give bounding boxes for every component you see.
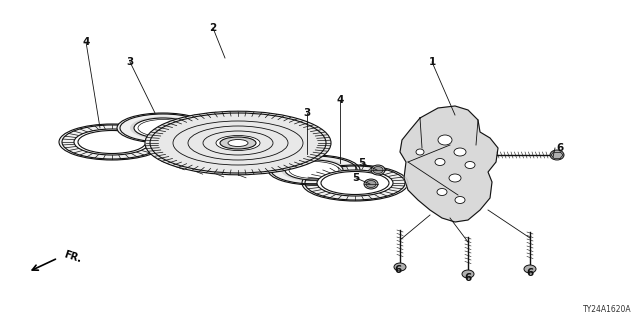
Text: 4: 4	[83, 37, 90, 47]
Ellipse shape	[74, 129, 150, 155]
Text: FR.: FR.	[63, 250, 83, 265]
Ellipse shape	[268, 155, 360, 185]
Ellipse shape	[550, 150, 564, 160]
Ellipse shape	[462, 270, 474, 278]
Ellipse shape	[455, 196, 465, 204]
Text: TY24A1620A: TY24A1620A	[584, 305, 632, 314]
Ellipse shape	[317, 170, 393, 196]
Ellipse shape	[364, 179, 378, 189]
Text: 4: 4	[336, 95, 344, 105]
Text: 6: 6	[465, 273, 472, 283]
Text: 6: 6	[526, 268, 534, 278]
Ellipse shape	[285, 160, 343, 180]
Ellipse shape	[220, 137, 256, 149]
Polygon shape	[400, 106, 498, 222]
Ellipse shape	[130, 116, 196, 140]
Text: 5: 5	[353, 173, 360, 183]
Ellipse shape	[302, 165, 408, 201]
Ellipse shape	[59, 124, 165, 160]
Text: 6: 6	[394, 265, 402, 275]
Ellipse shape	[394, 263, 406, 271]
Ellipse shape	[465, 162, 475, 169]
Ellipse shape	[281, 158, 347, 181]
Text: 5: 5	[358, 158, 365, 168]
Ellipse shape	[216, 135, 260, 150]
Ellipse shape	[435, 158, 445, 165]
Ellipse shape	[371, 165, 385, 175]
Ellipse shape	[524, 265, 536, 273]
Text: 6: 6	[556, 143, 564, 153]
Ellipse shape	[134, 118, 192, 138]
Ellipse shape	[373, 166, 383, 173]
Text: 3: 3	[303, 108, 310, 118]
Ellipse shape	[454, 148, 466, 156]
Ellipse shape	[228, 140, 248, 147]
Text: 3: 3	[126, 57, 134, 67]
Ellipse shape	[117, 113, 209, 143]
Ellipse shape	[145, 111, 331, 175]
Text: 1: 1	[428, 57, 436, 67]
Ellipse shape	[438, 135, 452, 145]
Ellipse shape	[449, 174, 461, 182]
Ellipse shape	[416, 149, 424, 155]
Ellipse shape	[437, 188, 447, 196]
Ellipse shape	[366, 180, 376, 188]
Text: 2: 2	[209, 23, 216, 33]
